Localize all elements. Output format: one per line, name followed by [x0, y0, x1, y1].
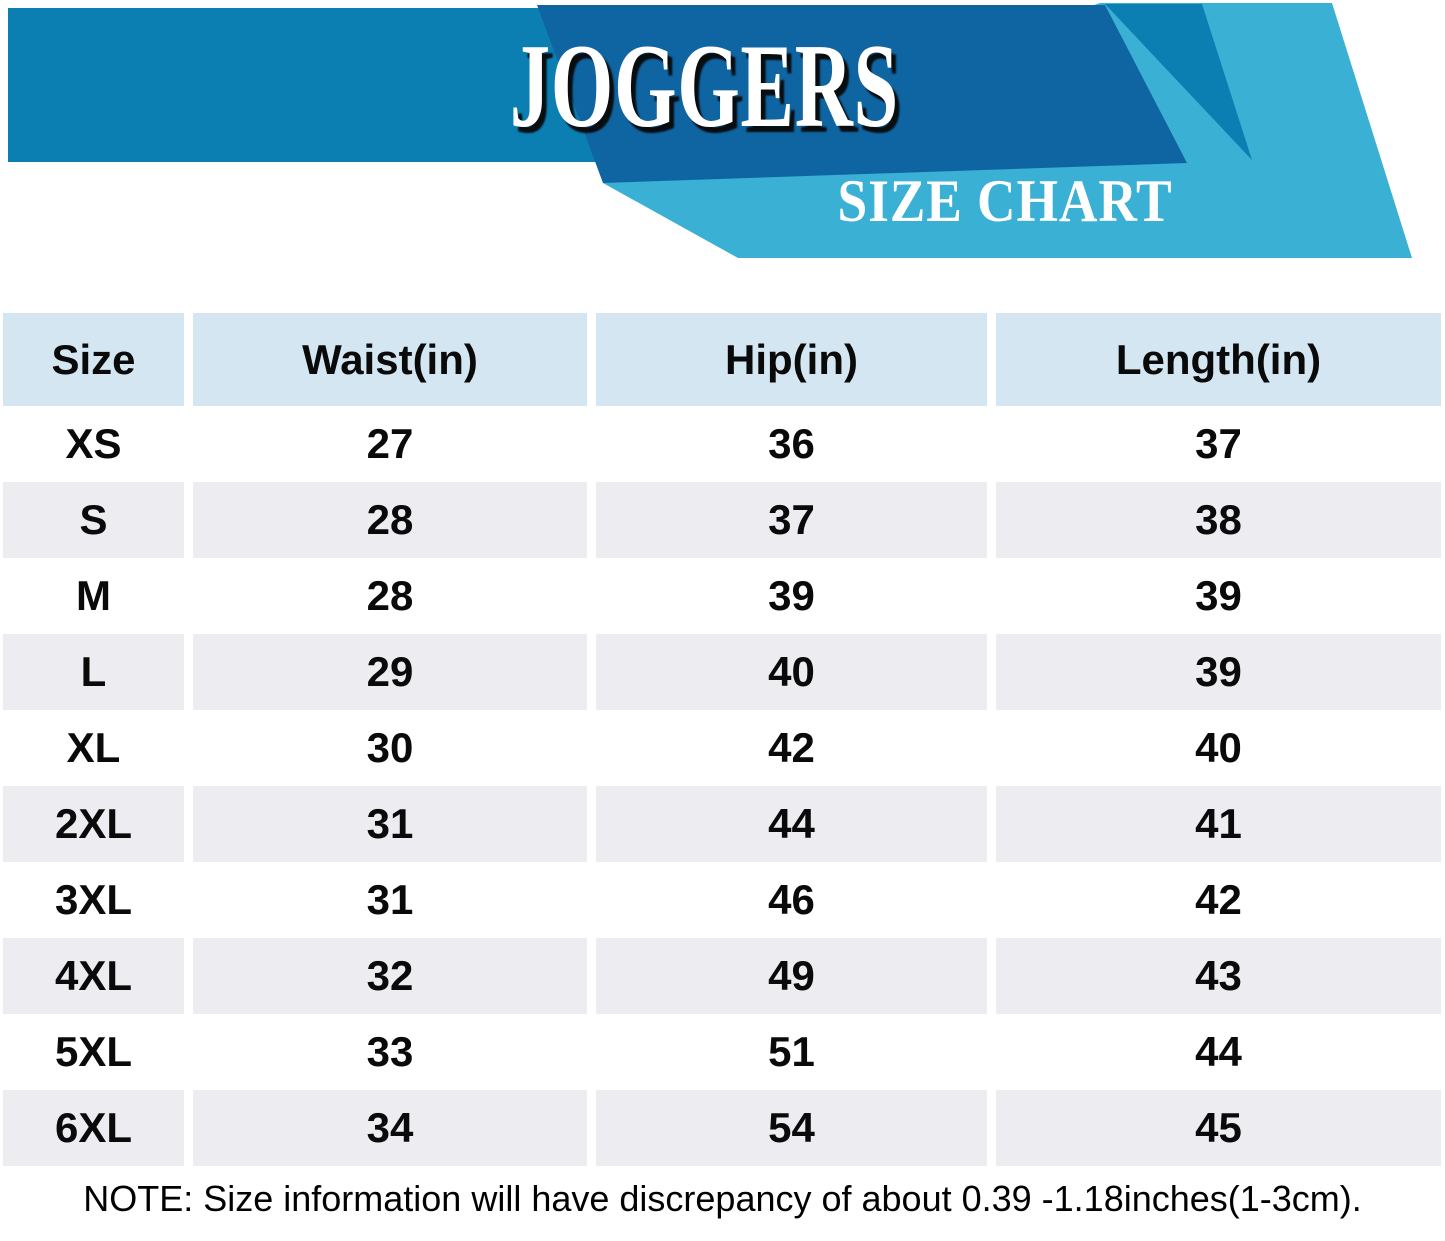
size-cell: XS	[3, 406, 184, 482]
hip-cell: 39	[596, 558, 987, 634]
hip-cell: 44	[596, 786, 987, 862]
waist-cell: 30	[193, 710, 587, 786]
waist-cell: 31	[193, 786, 587, 862]
hip-cell: 37	[596, 482, 987, 558]
length-cell: 43	[996, 938, 1441, 1014]
length-cell: 40	[996, 710, 1441, 786]
length-cell: 42	[996, 862, 1441, 938]
length-cell: 39	[996, 558, 1441, 634]
length-cell: 41	[996, 786, 1441, 862]
waist-cell: 31	[193, 862, 587, 938]
hip-cell: 36	[596, 406, 987, 482]
length-cell: 38	[996, 482, 1441, 558]
banner-shape-band	[8, 8, 598, 162]
waist-cell: 33	[193, 1014, 587, 1090]
hip-cell: 46	[596, 862, 987, 938]
hip-cell: 49	[596, 938, 987, 1014]
column-header-waist: Waist(in)	[193, 313, 587, 406]
size-discrepancy-note: NOTE: Size information will have discrep…	[83, 1178, 1362, 1219]
page-subtitle: SIZE CHART	[837, 168, 1173, 234]
size-cell: 4XL	[3, 938, 184, 1014]
banner: JOGGERS SIZE CHART	[0, 0, 1445, 280]
size-cell: XL	[3, 710, 184, 786]
hip-cell: 54	[596, 1090, 987, 1166]
waist-cell: 34	[193, 1090, 587, 1166]
size-cell: S	[3, 482, 184, 558]
column-header-length: Length(in)	[996, 313, 1441, 406]
length-cell: 37	[996, 406, 1441, 482]
waist-cell: 32	[193, 938, 587, 1014]
waist-cell: 28	[193, 482, 587, 558]
page-title: JOGGERS	[509, 19, 899, 152]
size-cell: 3XL	[3, 862, 184, 938]
length-cell: 45	[996, 1090, 1441, 1166]
hip-cell: 51	[596, 1014, 987, 1090]
size-cell: L	[3, 634, 184, 710]
size-cell: 5XL	[3, 1014, 184, 1090]
banner-shape-dark	[537, 5, 1187, 183]
size-cell: M	[3, 558, 184, 634]
hip-cell: 42	[596, 710, 987, 786]
waist-cell: 29	[193, 634, 587, 710]
size-table: Size Waist(in) Hip(in) Length(in) XS 27 …	[3, 313, 1441, 1166]
length-cell: 44	[996, 1014, 1441, 1090]
size-cell: 6XL	[3, 1090, 184, 1166]
hip-cell: 40	[596, 634, 987, 710]
column-header-hip: Hip(in)	[596, 313, 987, 406]
column-header-size: Size	[3, 313, 184, 406]
length-cell: 39	[996, 634, 1441, 710]
waist-cell: 28	[193, 558, 587, 634]
size-cell: 2XL	[3, 786, 184, 862]
waist-cell: 27	[193, 406, 587, 482]
